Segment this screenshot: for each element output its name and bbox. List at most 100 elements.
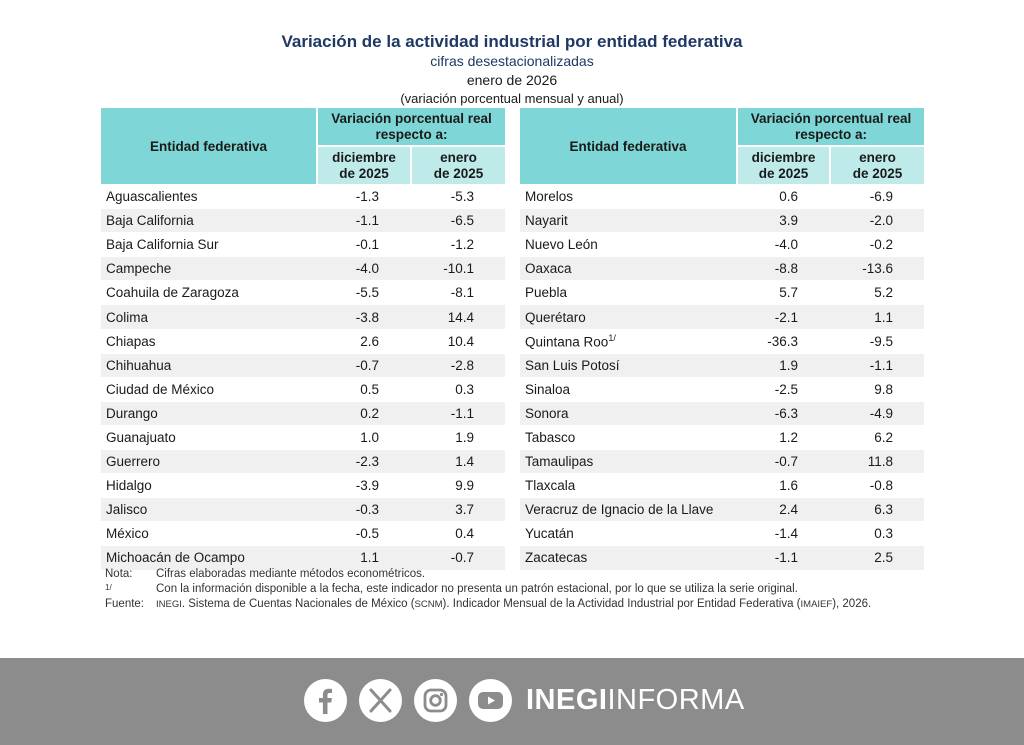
value-vs-dec-2025: -3.9 xyxy=(316,473,410,497)
value-vs-jan-2025: 5.2 xyxy=(829,280,924,304)
value-vs-jan-2025: -6.9 xyxy=(829,184,924,208)
jan-header-line1: enero xyxy=(859,149,896,165)
table-row: Nuevo León -4.0 -0.2 xyxy=(520,232,924,256)
value-vs-dec-2025: -0.5 xyxy=(316,521,410,545)
table-row: Puebla 5.7 5.2 xyxy=(520,280,924,304)
notes-block: Nota: Cifras elaboradas mediante métodos… xyxy=(105,567,925,612)
value-vs-jan-2025: 6.2 xyxy=(829,424,924,449)
entity-name-text: Coahuila de Zaragoza xyxy=(106,285,239,301)
group-header-line2: respecto a: xyxy=(794,126,868,142)
table-row: Guanajuato 1.0 1.9 xyxy=(101,424,505,449)
table-row: Aguascalientes -1.3 -5.3 xyxy=(101,184,505,208)
x-icon[interactable] xyxy=(359,679,402,722)
entity-name-text: Michoacán de Ocampo xyxy=(106,550,245,566)
entity-name-text: Sonora xyxy=(525,405,569,421)
value-vs-jan-2025: 0.3 xyxy=(829,521,924,545)
value-vs-jan-2025: 9.9 xyxy=(410,473,505,497)
value-vs-dec-2025: -0.7 xyxy=(316,352,410,377)
entity-name: Chihuahua xyxy=(101,352,316,377)
entity-name-text: Nuevo León xyxy=(525,237,598,253)
instagram-icon[interactable] xyxy=(414,679,457,722)
footer-bar: INEGIINFORMA xyxy=(0,658,1024,745)
value-vs-dec-2025: -2.1 xyxy=(736,304,829,329)
units-note: (variación porcentual mensual y anual) xyxy=(400,91,624,106)
table-row: Veracruz de Ignacio de la Llave 2.4 6.3 xyxy=(520,497,924,522)
entity-name: Yucatán xyxy=(520,521,736,545)
entity-name: Michoacán de Ocampo xyxy=(101,545,316,570)
entity-name: Nayarit xyxy=(520,208,736,233)
group-header-line1: Variación porcentual real xyxy=(750,110,912,126)
entity-name: Aguascalientes xyxy=(101,184,316,208)
value-vs-dec-2025: 3.9 xyxy=(736,208,829,233)
entity-name-text: Morelos xyxy=(525,189,574,205)
table-row: Tlaxcala 1.6 -0.8 xyxy=(520,473,924,497)
dec-header-line1: diciembre xyxy=(751,149,816,165)
value-vs-dec-2025: 2.6 xyxy=(316,328,410,353)
footnote-marker: 1/ xyxy=(608,332,616,343)
table-row: México -0.5 0.4 xyxy=(101,521,505,545)
entity-name: Tlaxcala xyxy=(520,473,736,497)
variation-column-group-header: Variación porcentual real respecto a: xyxy=(736,108,924,145)
entity-name-text: Tabasco xyxy=(525,429,576,445)
value-vs-dec-2025: 0.2 xyxy=(316,400,410,425)
value-vs-dec-2025: 2.4 xyxy=(736,497,829,522)
dec-header-line2: de 2025 xyxy=(758,165,809,181)
table-row: Yucatán -1.4 0.3 xyxy=(520,521,924,545)
table-row: San Luis Potosí 1.9 -1.1 xyxy=(520,352,924,377)
table-row: Tabasco 1.2 6.2 xyxy=(520,424,924,449)
table-row: Durango 0.2 -1.1 xyxy=(101,400,505,425)
value-vs-jan-2025: 6.3 xyxy=(829,497,924,522)
nota-label: Nota: xyxy=(105,568,133,580)
fuente-row: Fuente: INEGI. Sistema de Cuentas Nacion… xyxy=(105,597,925,612)
entity-name-text: Tlaxcala xyxy=(525,478,576,494)
entity-name: Chiapas xyxy=(101,328,316,353)
value-vs-dec-2025: 1.2 xyxy=(736,424,829,449)
dec-2025-column-header: diciembre de 2025 xyxy=(316,145,410,184)
entity-column-header: Entidad federativa xyxy=(520,108,736,184)
entity-name-text: Guanajuato xyxy=(106,429,176,445)
value-vs-jan-2025: 0.3 xyxy=(410,376,505,401)
value-vs-jan-2025: 0.4 xyxy=(410,521,505,545)
entity-name-text: Quintana Roo xyxy=(525,334,609,350)
value-vs-dec-2025: -1.3 xyxy=(316,184,410,208)
entity-name: Veracruz de Ignacio de la Llave xyxy=(520,497,736,522)
variation-column-group-header: Variación porcentual real respecto a: xyxy=(316,108,505,145)
youtube-icon[interactable] xyxy=(469,679,512,722)
entity-name-text: Ciudad de México xyxy=(106,381,215,397)
entity-name-text: Puebla xyxy=(525,285,568,301)
table-row: Querétaro -2.1 1.1 xyxy=(520,304,924,329)
table-row: Oaxaca -8.8 -13.6 xyxy=(520,256,924,281)
value-vs-jan-2025: 1.1 xyxy=(829,304,924,329)
right-table-body: Morelos 0.6 -6.9 Nayarit 3.9 -2.0 Nuevo León -4… xyxy=(520,184,924,570)
dec-header-line1: diciembre xyxy=(332,149,396,165)
entity-name: Tamaulipas xyxy=(520,449,736,474)
brand-logo: INEGIINFORMA xyxy=(526,684,745,717)
value-vs-jan-2025: 1.4 xyxy=(410,449,505,474)
entity-name-text: San Luis Potosí xyxy=(525,357,620,373)
table-row: Quintana Roo1/-36.3 -9.5 xyxy=(520,328,924,353)
dec-2025-column-header: diciembre de 2025 xyxy=(736,145,829,184)
table-row: Jalisco -0.3 3.7 xyxy=(101,497,505,522)
facebook-icon[interactable] xyxy=(304,679,347,722)
table-row: Guerrero -2.3 1.4 xyxy=(101,449,505,474)
entity-column-header: Entidad federativa xyxy=(101,108,316,184)
group-header-line2: respecto a: xyxy=(375,126,448,142)
fuente-part-a: . Sistema de Cuentas Nacionales de Méxic… xyxy=(181,598,415,610)
entity-name-text: Oaxaca xyxy=(525,261,572,277)
table-row: Baja California Sur -0.1 -1.2 xyxy=(101,232,505,256)
value-vs-jan-2025: -2.0 xyxy=(829,208,924,233)
value-vs-dec-2025: 0.6 xyxy=(736,184,829,208)
value-vs-jan-2025: -8.1 xyxy=(410,280,505,304)
value-vs-dec-2025: -1.4 xyxy=(736,521,829,545)
entity-name-text: Chiapas xyxy=(106,333,156,349)
entity-name-text: México xyxy=(106,526,149,542)
entity-name: Hidalgo xyxy=(101,473,316,497)
value-vs-jan-2025: -2.8 xyxy=(410,352,505,377)
value-vs-jan-2025: -9.5 xyxy=(829,328,924,353)
value-vs-jan-2025: 2.5 xyxy=(829,545,924,570)
table-row: Baja California -1.1 -6.5 xyxy=(101,208,505,233)
entity-name: Querétaro xyxy=(520,304,736,329)
value-vs-dec-2025: -2.3 xyxy=(316,449,410,474)
table-row: Tamaulipas -0.7 11.8 xyxy=(520,449,924,474)
entity-name-text: Guerrero xyxy=(106,454,161,470)
